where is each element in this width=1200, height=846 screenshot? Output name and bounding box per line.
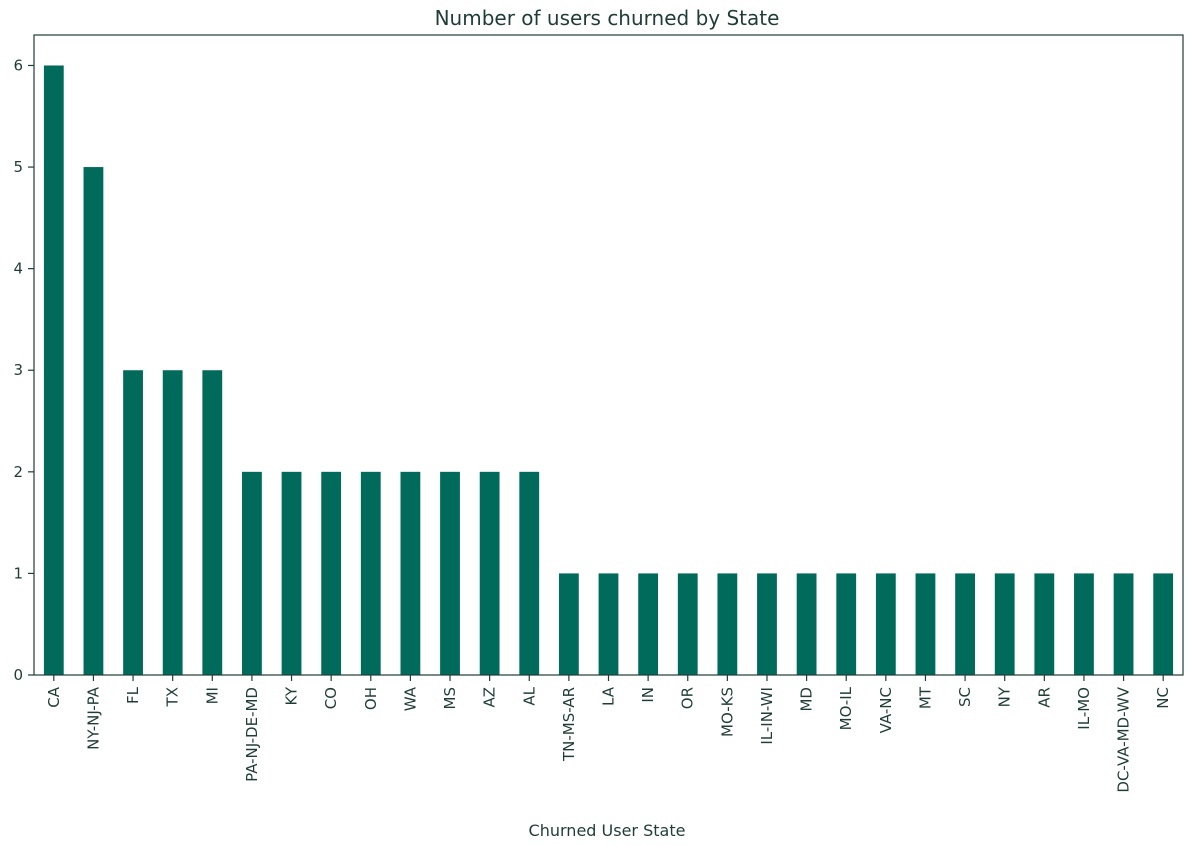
x-tick-label: AL (520, 686, 538, 705)
y-tick-label: 1 (13, 564, 23, 582)
bar-in (638, 573, 659, 675)
bar-md (796, 573, 817, 675)
x-axis-label: Churned User State (529, 821, 686, 840)
bar-mi (202, 370, 223, 675)
x-tick-label: CA (45, 686, 63, 707)
bar-va-nc (875, 573, 896, 675)
x-tick-label: MT (916, 686, 934, 709)
x-tick-label: PA-NJ-DE-MD (243, 687, 261, 782)
x-tick-label: WA (401, 686, 419, 711)
x-tick-label: DC-VA-MD-WV (1115, 686, 1133, 792)
x-tick-label: IN (639, 687, 657, 703)
bar-tn-ms-ar (558, 573, 579, 675)
bar-pa-nj-de-md (242, 471, 262, 675)
bar-ky (281, 471, 302, 675)
bar-ca (43, 65, 64, 676)
bar-dc-va-md-wv (1113, 573, 1134, 675)
bar-co (321, 471, 342, 675)
bar-mo-il (836, 573, 857, 675)
x-tick-label: MI (203, 687, 221, 704)
bar-or (677, 573, 698, 675)
bar-sc (955, 573, 975, 675)
x-tick-label: SC (956, 687, 974, 707)
x-tick-label: NC (1154, 687, 1172, 709)
bar-wa (400, 471, 421, 675)
bar-mo-ks (717, 573, 738, 675)
bar-fl (123, 370, 143, 675)
bar-az (479, 471, 500, 675)
bars-group (43, 65, 1174, 676)
x-tick-label: AZ (481, 687, 499, 708)
x-tick-label: NY (996, 686, 1014, 707)
bar-ar (1034, 573, 1055, 675)
bar-oh (360, 471, 381, 675)
x-tick-label: TX (164, 687, 182, 707)
bar-tx (162, 370, 183, 675)
bar-la (598, 573, 619, 675)
x-tick-label: MD (798, 687, 816, 712)
x-tick-label: IL-MO (1075, 687, 1093, 730)
x-tick-label: FL (124, 686, 142, 704)
y-tick-label: 2 (13, 463, 23, 481)
x-tick-label: VA-NC (877, 687, 895, 733)
chart-title: Number of users churned by State (435, 6, 780, 30)
x-tick-label: AR (1035, 687, 1053, 708)
x-tick-label: MS (441, 687, 459, 709)
x-tick-label: NY-NJ-PA (84, 686, 102, 750)
y-tick-label: 4 (13, 260, 23, 278)
x-tick-label: CO (322, 687, 340, 709)
x-tick-label: OH (362, 687, 380, 710)
bar-il-in-wi (757, 573, 777, 675)
y-tick-label: 6 (13, 56, 23, 74)
y-axis: 0 1 2 3 4 5 6 (13, 56, 34, 684)
x-tick-label: LA (600, 686, 618, 706)
y-tick-label: 0 (13, 666, 23, 684)
bar-ny (994, 573, 1015, 675)
x-tick-label: TN-MS-AR (560, 687, 578, 762)
y-tick-label: 3 (13, 361, 23, 379)
bar-ms (440, 471, 460, 675)
x-tick-label: OR (679, 687, 697, 709)
bar-ny-nj-pa (83, 167, 104, 675)
bar-mt (915, 573, 936, 675)
x-tick-label: IL-IN-WI (758, 687, 776, 745)
x-tick-label: KY (283, 686, 301, 705)
bar-al (519, 471, 540, 675)
bar-il-mo (1074, 573, 1094, 675)
x-tick-label: MO-KS (718, 687, 736, 737)
y-tick-label: 5 (13, 158, 23, 176)
x-tick-label: MO-IL (837, 686, 855, 730)
bar-nc (1153, 573, 1174, 675)
x-axis: CA NY-NJ-PA FL TX MI PA-NJ-DE-MD KY CO OH WA MS AZ A… (45, 675, 1172, 793)
plot-frame (33, 34, 1184, 676)
